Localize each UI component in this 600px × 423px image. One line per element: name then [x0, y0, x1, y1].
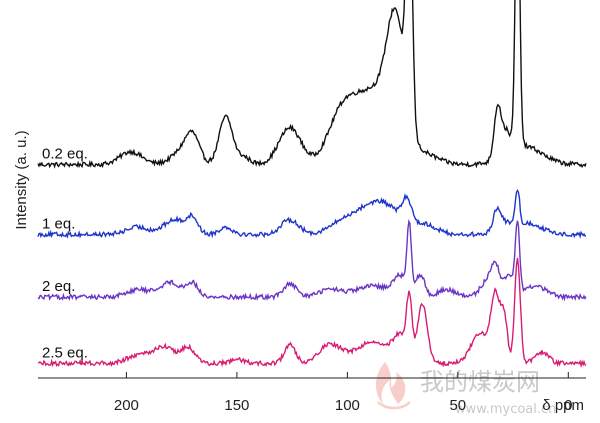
series-line-4: [37, 257, 587, 369]
watermark: 我的煤炭网 www.mycoal.cn: [375, 362, 556, 417]
series-labels: 0.2 eq. 1 eq. 2 eq. 2.5 eq.: [42, 146, 88, 362]
x-tick-label: 200: [114, 397, 139, 414]
x-axis-label: δ ppm: [542, 397, 584, 414]
x-tick-label: 150: [224, 397, 249, 414]
watermark-text: 我的煤炭网: [420, 368, 540, 396]
x-tick-label: 50: [449, 397, 466, 414]
series-label-4: 2.5 eq.: [42, 344, 88, 361]
x-tick-label: 100: [335, 397, 360, 414]
watermark-url: www.mycoal.cn: [455, 402, 556, 417]
series-line-1: [37, 0, 587, 169]
series-line-3: [37, 218, 587, 302]
series-label-1: 0.2 eq.: [42, 146, 88, 163]
y-axis-label: Intensity (a. u.): [13, 130, 30, 229]
x-tick-label: 0: [564, 397, 572, 414]
x-axis-ticks: 200 150 100 50 0: [114, 372, 572, 414]
series-layer: [37, 0, 587, 369]
series-label-3: 2 eq.: [42, 278, 75, 295]
series-line-2: [37, 188, 586, 240]
series-label-2: 1 eq.: [42, 216, 75, 233]
flame-logo-icon: [375, 362, 411, 410]
